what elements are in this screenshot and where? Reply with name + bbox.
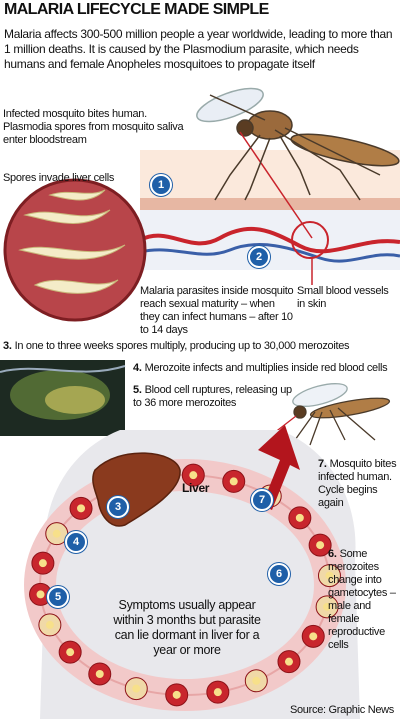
step: 5. Blood cell ruptures, releasing up to 3… (133, 384, 298, 410)
parasite (325, 571, 334, 580)
step-badge: 1 (150, 174, 172, 196)
parasite (309, 632, 318, 641)
parasite (229, 477, 238, 486)
mosquito (196, 87, 400, 239)
step: 7. Mosquito bites infected human. Cycle b… (318, 458, 398, 510)
source: Source: Graphic News (289, 704, 394, 716)
parasite (323, 602, 332, 611)
step-number: 5. (133, 384, 142, 396)
skin-layer (140, 198, 400, 210)
parasite (77, 504, 86, 513)
parasite (252, 676, 261, 685)
parasite (213, 688, 222, 697)
title: MALARIA LIFECYCLE MADE SIMPLE (4, 1, 269, 18)
symptoms-note: Symptoms usually appear within 3 months … (113, 598, 261, 657)
step-badge: 3 (107, 496, 129, 518)
step-badge: 4 (65, 531, 87, 553)
parasite (52, 529, 61, 538)
liver-cells (3, 178, 147, 322)
step-badge: 6 (268, 563, 290, 585)
parasite (295, 513, 304, 522)
skin-section (139, 150, 400, 285)
parasite (66, 648, 75, 657)
step-text: Mosquito bites infected human. Cycle beg… (318, 458, 397, 509)
step-badge: 5 (47, 586, 69, 608)
note: Infected mosquito bites human. Plasmodia… (3, 108, 184, 146)
arrow (258, 425, 300, 510)
parasite (132, 684, 141, 693)
vessel-highlight (291, 221, 329, 259)
step-badge: 7 (251, 489, 273, 511)
parasite (95, 669, 104, 678)
liver-label: Liver (182, 481, 210, 495)
note: Small blood vessels in skin (297, 285, 389, 310)
step-number: 4. (133, 362, 142, 374)
parasite (45, 620, 54, 629)
parasite (38, 559, 47, 568)
parasite (284, 657, 293, 666)
step-text: In one to three weeks spores multiply, p… (14, 340, 350, 352)
step: 6. Some merozoites change into gametocyte… (328, 548, 398, 652)
parasite (36, 590, 45, 599)
blood-vessel (139, 243, 400, 263)
note: Malaria parasites inside mosquito reach … (140, 285, 294, 336)
blood-vessel (139, 226, 400, 254)
note: Spores invade liver cells (3, 172, 115, 184)
step-text: Blood cell ruptures, releasing up to 36 … (133, 384, 292, 409)
mosquito (264, 383, 391, 446)
intro: Malaria affects 300-500 million people a… (4, 27, 393, 71)
parasite (189, 471, 198, 480)
step-text: Merozoite infects and multiplies inside … (144, 362, 388, 374)
step-number: 6. (328, 548, 337, 560)
micrograph (0, 360, 126, 436)
parasite (172, 690, 181, 699)
step-text: Some merozoites change into gametocytes … (328, 548, 396, 651)
step: 3. In one to three weeks spores multiply,… (3, 340, 398, 353)
step-number: 3. (3, 340, 12, 352)
step: 4. Merozoite infects and multiplies insid… (133, 362, 398, 375)
step-number: 7. (318, 458, 327, 470)
parasite (316, 541, 325, 550)
step-badge: 2 (248, 246, 270, 268)
